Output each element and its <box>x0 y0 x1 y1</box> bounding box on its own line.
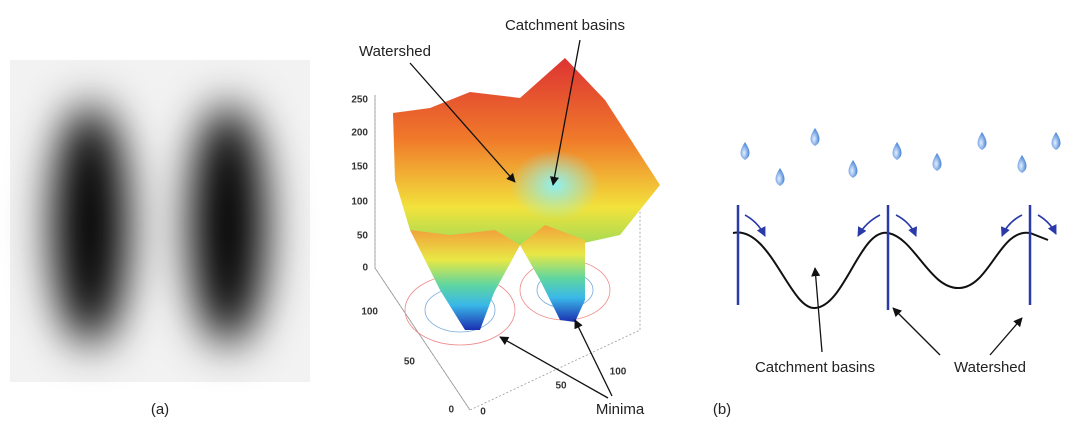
tick-label: 50 <box>357 231 369 242</box>
tick-label: 0 <box>362 263 368 274</box>
label: Watershed <box>954 359 1026 376</box>
caption: (b) <box>713 401 731 418</box>
tick-label: 0 <box>480 407 486 418</box>
tick-label: 250 <box>351 95 368 106</box>
drops <box>741 128 1061 186</box>
annotation: Watershed <box>359 43 431 60</box>
annotation: Minima <box>596 401 645 418</box>
tick-label: 100 <box>361 307 378 318</box>
tick-label: 0 <box>448 405 454 416</box>
annotation: Catchment basins <box>505 17 625 34</box>
surface <box>393 58 660 330</box>
tick-label: 100 <box>351 197 368 208</box>
profile <box>733 205 1056 355</box>
tick-label: 50 <box>404 357 416 368</box>
figure: (a) 250 200 150 100 50 0 100 50 0 0 50 1… <box>0 0 1065 427</box>
blurred-image <box>10 60 310 382</box>
tick-label: 100 <box>610 367 627 378</box>
tick-label: 50 <box>555 381 567 392</box>
label: Catchment basins <box>755 359 875 376</box>
tick-label: 150 <box>351 162 368 173</box>
tick-label: 200 <box>351 128 368 139</box>
caption: (a) <box>151 401 169 418</box>
